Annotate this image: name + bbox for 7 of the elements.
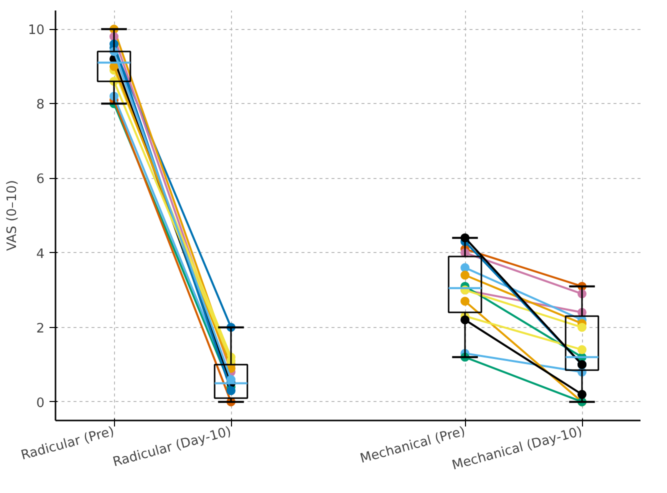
y-axis-title: VAS (0–10) [4,180,20,251]
y-tick-label: 6 [36,172,45,188]
y-tick-label: 4 [36,246,45,262]
y-tick-label: 10 [28,23,45,38]
y-tick-label: 2 [36,321,45,336]
y-tick-label: 0 [36,396,45,411]
y-tick-label: 8 [36,98,45,113]
